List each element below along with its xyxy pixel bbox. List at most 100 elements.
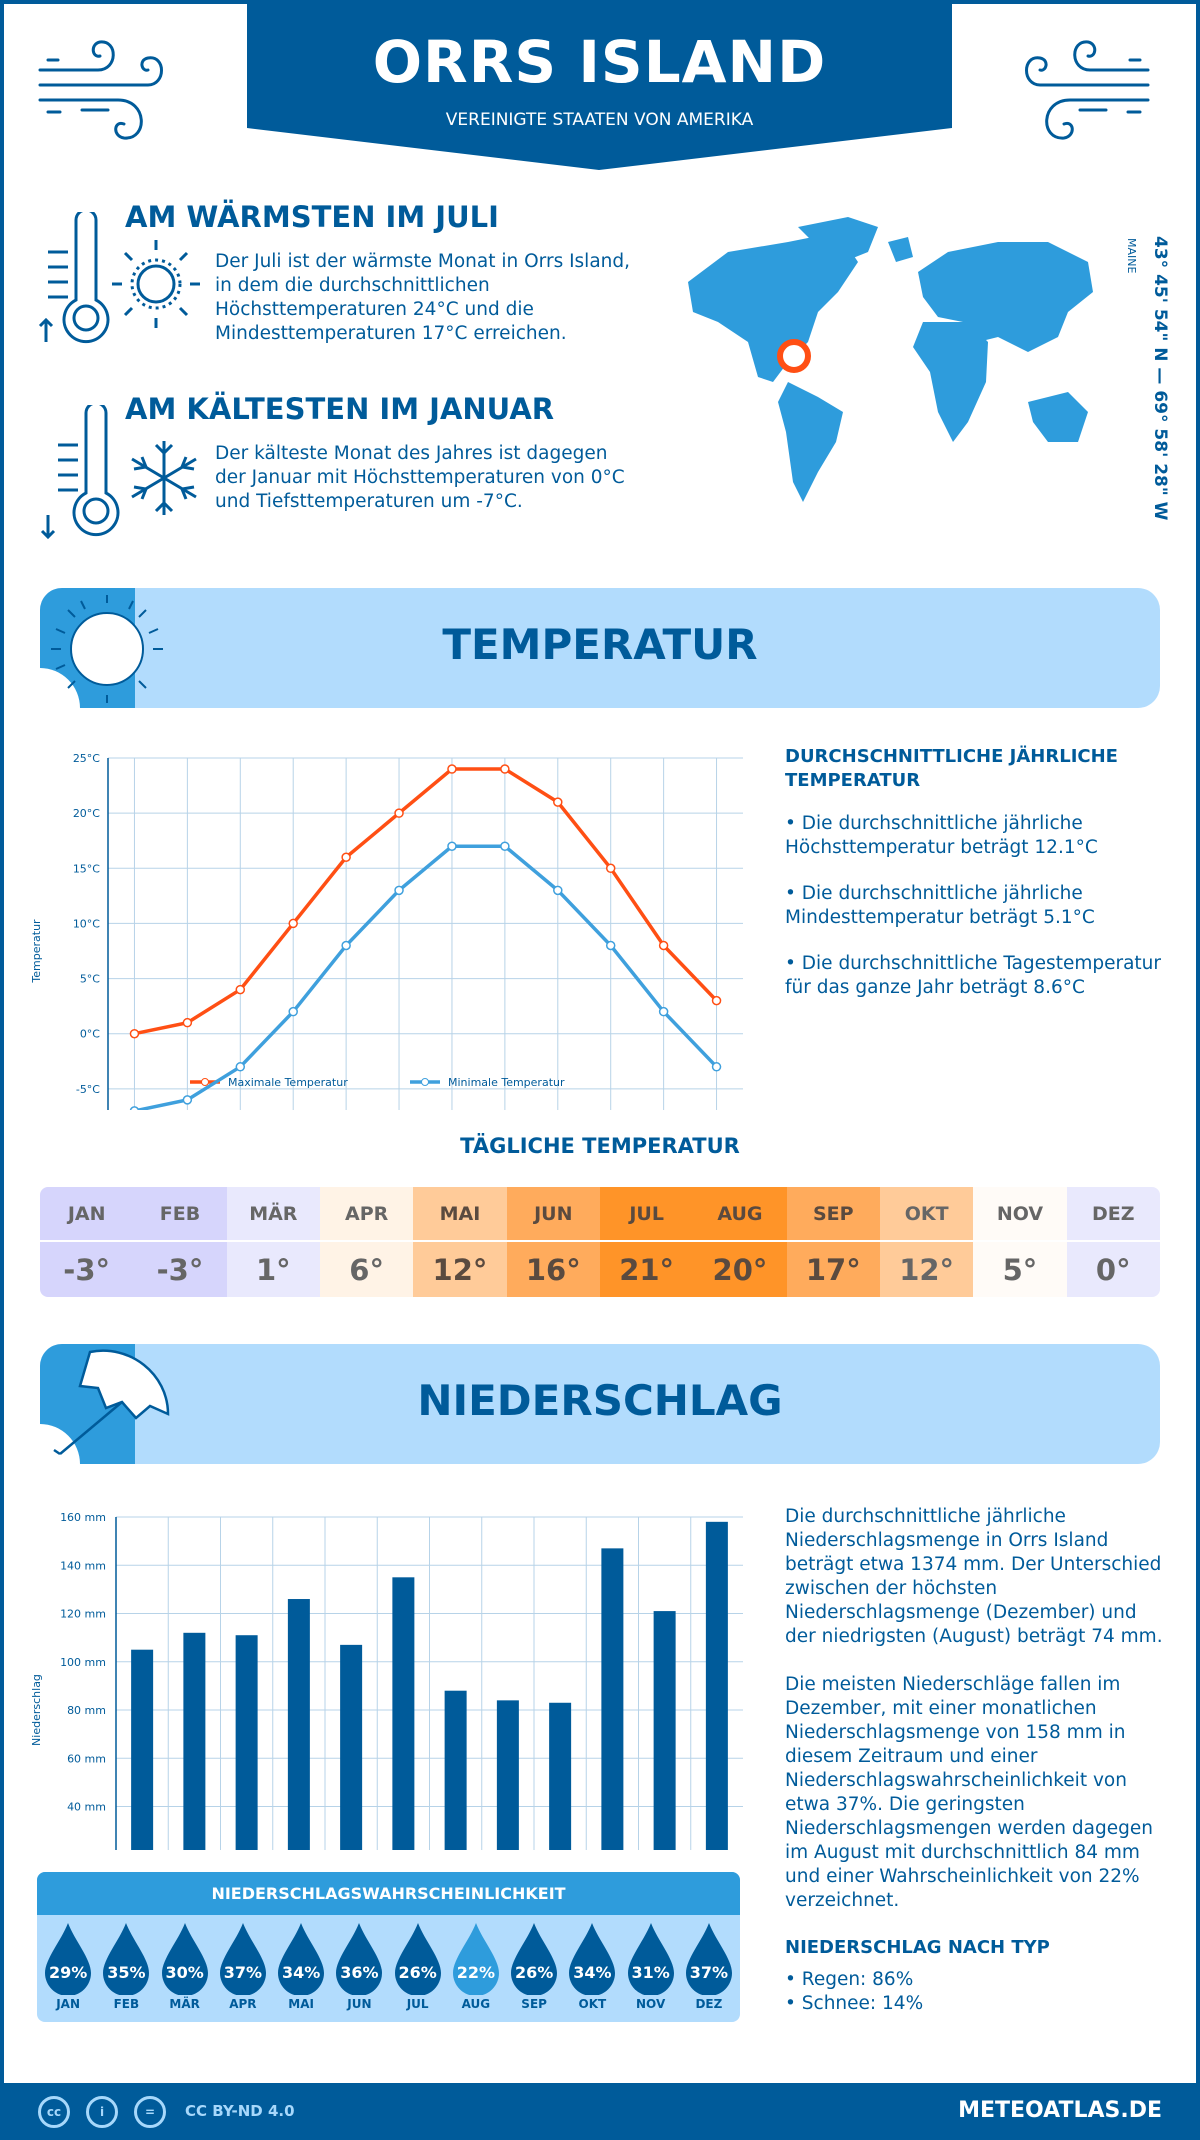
probability-value: 29%	[48, 1963, 88, 1982]
month-label: MÄR	[226, 1187, 320, 1242]
data-point	[553, 885, 563, 896]
text-line: Der Juli ist der wärmste Monat in Orrs I…	[215, 251, 631, 272]
precip-paragraph-1: Die durchschnittliche jährliche Niedersch…	[785, 1505, 1163, 1649]
daily-temp-heading: TÄGLICHE TEMPERATUR	[460, 1134, 740, 1158]
raindrop-icon	[569, 1923, 616, 1995]
raindrop-icon	[161, 1923, 208, 1995]
precip-bar	[653, 1611, 676, 1850]
legend-label: Maximale Temperatur	[228, 1076, 348, 1089]
world-map	[688, 217, 1093, 502]
bullet-max: • Die durchschnittliche jährliche Höchstt…	[785, 812, 1161, 860]
precip-bar	[235, 1635, 258, 1850]
raindrop-icon	[278, 1923, 324, 1995]
raindrop-icon	[627, 1923, 674, 1995]
data-point	[553, 797, 563, 807]
wind-icon-left	[38, 40, 163, 140]
probability-drop-jul: 26% JUL	[389, 1915, 447, 2022]
month-label: JUL	[406, 1997, 429, 2011]
text-line: Dezember, mit einer monatlichen	[785, 1698, 1097, 1719]
probability-drop-apr: 37% APR	[214, 1915, 272, 2022]
site-link[interactable]: METEOATLAS.DE	[958, 2098, 1162, 2123]
warmest-heading: AM WÄRMSTEN IM JULI	[125, 200, 499, 234]
month-label: JUN	[506, 1187, 600, 1242]
probability-value: 34%	[573, 1963, 612, 1982]
annual-temp-heading: DURCHSCHNITTLICHE JÄHRLICHE TEMPERATUR	[785, 745, 1118, 793]
daily-temp-apr: APR 6°	[319, 1187, 414, 1297]
data-point	[129, 1028, 140, 1039]
daily-temp-jun: JUN 16°	[506, 1187, 600, 1297]
text-line: Höchsttemperatur beträgt 12.1°C	[785, 837, 1098, 858]
month-label: AUG	[693, 1187, 787, 1242]
temperature-banner: TEMPERATUR	[40, 588, 1160, 708]
probability-heading: NIEDERSCHLAGSWAHRSCHEINLICHKEIT	[37, 1872, 740, 1915]
data-point	[129, 1106, 140, 1110]
month-label: JUN	[347, 1997, 372, 2011]
probability-drop-mär: 30% MÄR	[156, 1915, 214, 2022]
probability-drop-jun: 36% JUN	[330, 1915, 388, 2022]
raindrop-icon	[45, 1923, 91, 1995]
data-point	[711, 1062, 722, 1072]
month-label: MAI	[413, 1187, 507, 1242]
y-tick-label: 5°C	[80, 973, 100, 986]
data-point	[658, 940, 669, 951]
license-text: CC BY-ND 4.0	[185, 2102, 295, 2120]
month-label: JAN	[56, 1997, 81, 2011]
wind-icon-right	[1025, 40, 1150, 140]
data-point	[288, 1006, 298, 1017]
precipitation-text: Die durchschnittliche jährliche Niedersch…	[785, 1505, 1163, 1913]
data-point	[235, 984, 246, 995]
y-tick-label: 0°C	[80, 1028, 100, 1041]
text-line: Die meisten Niederschläge fallen im	[785, 1674, 1121, 1695]
annual-temp-bullets: • Die durchschnittliche jährliche Höchstt…	[785, 812, 1161, 1000]
month-label: OKT	[578, 1997, 607, 2011]
text-line: Niederschlagsmenge von 158 mm in	[785, 1722, 1126, 1743]
probability-value: 35%	[107, 1963, 146, 1982]
footer: cc i = CC BY-ND 4.0 METEOATLAS.DE	[0, 2083, 1200, 2140]
probability-value: 37%	[689, 1963, 729, 1982]
coldest-heading: AM KÄLTESTEN IM JANUAR	[125, 392, 555, 426]
coldest-text: Der kälteste Monat des Jahres ist dagege…	[215, 442, 625, 514]
month-label: SEP	[786, 1187, 880, 1242]
month-label: MÄR	[169, 1997, 200, 2011]
probability-drops: 29% JAN 35% FEB 30% MÄR 37% APR 34% MAI 36% JUN 26% J…	[37, 1915, 740, 2022]
raindrop-icon	[685, 1923, 732, 1995]
y-axis-label: Niederschlag	[30, 1674, 43, 1746]
heading-line: TEMPERATUR	[785, 770, 921, 791]
legend-label: Minimale Temperatur	[448, 1076, 565, 1089]
data-point	[447, 764, 457, 774]
probability-value: 22%	[456, 1963, 496, 1982]
text-line: Niederschlagsmenge (Dezember) und	[785, 1602, 1137, 1623]
data-point	[182, 1095, 193, 1105]
y-tick-label: 120 mm	[60, 1608, 106, 1621]
precip-bar	[183, 1632, 206, 1850]
text-line: Niederschlagsmengen werden dagegen	[785, 1818, 1153, 1839]
temp-value: 6°	[349, 1252, 384, 1287]
raindrop-icon	[336, 1923, 383, 1995]
month-label: APR	[229, 1997, 257, 2011]
precipitation-title: NIEDERSCHLAG	[417, 1376, 783, 1425]
bullet-avg: • Die durchschnittliche Tagestemperatur f…	[785, 952, 1161, 1000]
text-line: Mindesttemperaturen 17°C erreichen.	[215, 323, 567, 344]
precip-bar	[496, 1700, 519, 1850]
temp-value: 12°	[432, 1252, 488, 1287]
data-point	[500, 841, 510, 851]
temp-value: 16°	[525, 1252, 581, 1287]
y-tick-label: 100 mm	[60, 1656, 106, 1669]
precipitation-banner: NIEDERSCHLAG	[40, 1344, 1160, 1464]
precip-bar	[601, 1548, 624, 1850]
daily-temp-table: JAN -3° FEB -3° MÄR 1° APR 6° MAI 12° JUN 16° JUL 21°…	[40, 1187, 1160, 1297]
precip-type-heading: NIEDERSCHLAG NACH TYP	[785, 1937, 1050, 1958]
y-tick-label: 20°C	[73, 807, 100, 820]
month-label: DEZ	[695, 1997, 723, 2011]
data-point	[658, 1006, 669, 1017]
temp-value: -3°	[63, 1252, 111, 1287]
precip-types: • Regen: 86% • Schnee: 14%	[785, 1968, 923, 2016]
probability-drop-aug: 22% AUG	[447, 1915, 505, 2022]
temp-value: 0°	[1095, 1252, 1131, 1287]
probability-value: 31%	[631, 1963, 670, 1982]
probability-value: 37%	[223, 1963, 263, 1982]
temp-value: -3°	[156, 1252, 204, 1287]
probability-drop-sep: 26% SEP	[505, 1915, 563, 2022]
y-tick-label: 40 mm	[67, 1801, 106, 1814]
